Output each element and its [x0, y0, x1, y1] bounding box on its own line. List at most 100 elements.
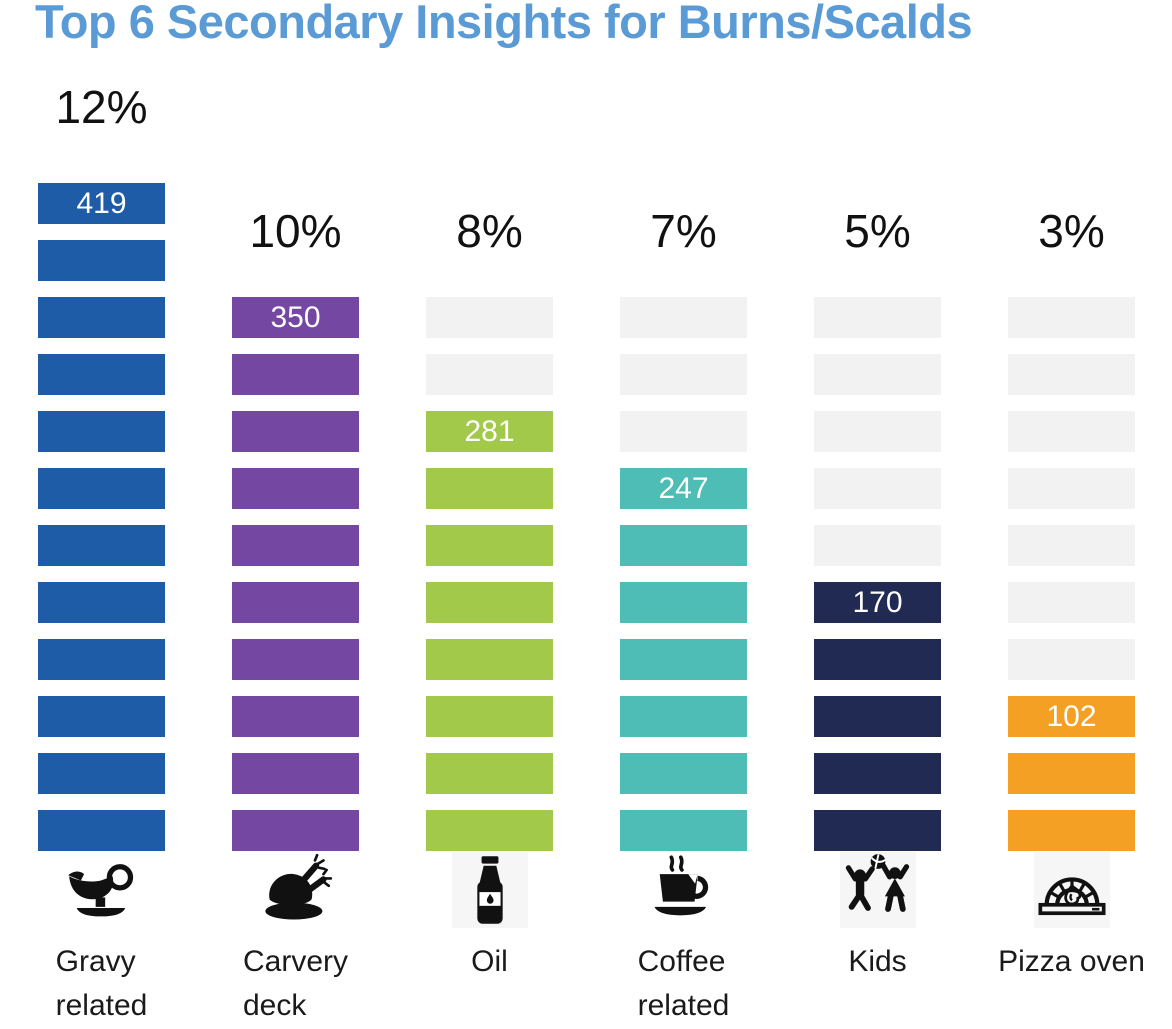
bar-segment — [38, 753, 165, 794]
bar-segment — [38, 639, 165, 680]
bar-segment — [620, 696, 747, 737]
placeholder-segment — [1008, 639, 1135, 680]
bar-segment — [232, 411, 359, 452]
coffee-cup-icon — [620, 850, 747, 930]
category-label-lines: Kids — [848, 940, 906, 984]
chart-column-carvery-deck: 10% 350 Carvery deck — [232, 0, 359, 1029]
chart-title: Top 6 Secondary Insights for Burns/Scald… — [35, 0, 973, 48]
bar-segment: 247 — [620, 468, 747, 509]
bar-segment — [232, 639, 359, 680]
placeholder-segment — [1008, 468, 1135, 509]
percent-label: 12% — [55, 81, 148, 133]
placeholder-segment — [814, 411, 941, 452]
category-label-line: related — [55, 989, 148, 1022]
category-label: Kids — [802, 940, 953, 984]
category-label: Pizza oven — [996, 940, 1147, 984]
bar-segment — [38, 411, 165, 452]
segment-value: 170 — [852, 585, 903, 619]
category-label-lines: Gravy related — [56, 940, 148, 1028]
bar-segment — [620, 639, 747, 680]
percent-label: 8% — [456, 205, 523, 257]
bar-segment — [38, 582, 165, 623]
segment-value: 350 — [270, 300, 321, 334]
placeholder-segment — [814, 525, 941, 566]
percent-label: 10% — [249, 205, 342, 257]
category-label-line: Gravy — [55, 945, 136, 978]
category-label: Gravy related — [26, 940, 177, 1028]
bar-segment — [38, 240, 165, 281]
bar-segment — [814, 696, 941, 737]
bar-segment — [814, 753, 941, 794]
category-label-lines: Oil — [471, 940, 508, 984]
placeholder-segment — [1008, 411, 1135, 452]
bar-segment — [232, 810, 359, 851]
bar-segment — [620, 753, 747, 794]
bar-segment — [232, 525, 359, 566]
chart-column-pizza-oven: 3% 102 Pizza oven — [998, 0, 1145, 1029]
bar-segment — [38, 354, 165, 395]
segment-value: 419 — [76, 186, 127, 220]
bar-segment — [232, 696, 359, 737]
category-label: Oil — [414, 940, 565, 984]
bar-segment — [38, 297, 165, 338]
category-label-line: Kids — [848, 945, 907, 978]
category-label-line: deck — [242, 989, 307, 1022]
gravy-boat-icon — [38, 850, 165, 930]
bar-segment — [38, 525, 165, 566]
kids-ball-icon — [814, 850, 941, 930]
oil-bottle-icon — [426, 850, 553, 930]
category-label-line: Oil — [471, 945, 508, 978]
placeholder-segment — [426, 297, 553, 338]
category-label: Carvery deck — [220, 940, 371, 1028]
bar-segment — [426, 753, 553, 794]
category-label-lines: Pizza oven — [998, 940, 1145, 984]
bar-segment — [232, 753, 359, 794]
bar-segment — [1008, 753, 1135, 794]
category-label-line: Carvery — [242, 945, 348, 978]
placeholder-segment — [1008, 582, 1135, 623]
percent-label: 5% — [844, 205, 911, 257]
bar-segment — [426, 468, 553, 509]
bar-segment — [232, 468, 359, 509]
bar-segment: 102 — [1008, 696, 1135, 737]
bar-segment: 170 — [814, 582, 941, 623]
bar-segment — [38, 468, 165, 509]
placeholder-segment — [814, 468, 941, 509]
category-label: Coffee related — [608, 940, 759, 1028]
bar-segment — [620, 582, 747, 623]
category-label-lines: Carvery deck — [243, 940, 348, 1028]
bar-segment: 419 — [38, 183, 165, 224]
bar-segment — [814, 639, 941, 680]
bar-segment — [426, 696, 553, 737]
placeholder-segment — [620, 411, 747, 452]
segment-value: 281 — [464, 414, 515, 448]
placeholder-segment — [814, 354, 941, 395]
pizza-oven-icon — [1008, 850, 1135, 930]
bar-segment — [1008, 810, 1135, 851]
percent-label: 7% — [650, 205, 717, 257]
placeholder-segment — [1008, 525, 1135, 566]
category-label-line: related — [637, 989, 730, 1022]
bar-segment — [426, 639, 553, 680]
placeholder-segment — [620, 354, 747, 395]
placeholder-segment — [1008, 297, 1135, 338]
bar-segment — [814, 810, 941, 851]
category-label-lines: Coffee related — [638, 940, 730, 1028]
chart-column-kids: 5% 170 Kids — [814, 0, 941, 1029]
bar-segment — [426, 810, 553, 851]
chart-column-gravy-related: 12% 419 Gravy related — [38, 0, 165, 1029]
bar-segment: 281 — [426, 411, 553, 452]
placeholder-segment — [1008, 354, 1135, 395]
bar-segment — [38, 810, 165, 851]
category-label-line: Pizza oven — [998, 945, 1145, 978]
placeholder-segment — [620, 297, 747, 338]
bar-segment — [232, 582, 359, 623]
bar-segment — [620, 810, 747, 851]
category-label-line: Coffee — [637, 945, 726, 978]
percent-label: 3% — [1038, 205, 1105, 257]
turkey-platter-icon — [232, 850, 359, 930]
bar-segment: 350 — [232, 297, 359, 338]
bar-segment — [38, 696, 165, 737]
placeholder-segment — [814, 297, 941, 338]
